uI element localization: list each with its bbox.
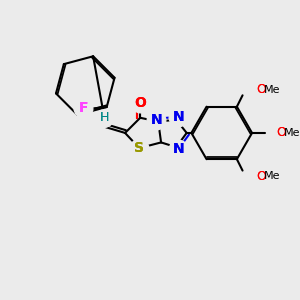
Text: S: S: [134, 141, 144, 155]
Text: O: O: [256, 83, 266, 96]
Text: N: N: [172, 142, 184, 156]
Text: O: O: [134, 96, 146, 110]
Text: N: N: [151, 113, 162, 127]
Point: [81, 106, 85, 110]
Point: [102, 116, 106, 120]
Text: F: F: [78, 101, 88, 115]
Text: O: O: [256, 170, 266, 183]
Point: [254, 87, 258, 92]
Point: [154, 117, 159, 122]
Point: [176, 147, 181, 152]
Point: [176, 114, 181, 119]
Text: S: S: [134, 141, 144, 155]
Text: Me: Me: [263, 85, 280, 94]
Text: O: O: [134, 96, 146, 110]
Text: F: F: [78, 101, 88, 115]
Text: Me: Me: [284, 128, 300, 138]
Text: O: O: [256, 170, 266, 183]
Text: N: N: [172, 142, 184, 156]
Point: [254, 174, 258, 179]
Text: O: O: [256, 83, 266, 96]
Point: [138, 100, 142, 105]
Text: N: N: [172, 110, 184, 124]
Point: [274, 130, 279, 135]
Text: H: H: [100, 111, 109, 124]
Text: N: N: [151, 113, 162, 127]
Text: O: O: [277, 126, 286, 140]
Text: N: N: [172, 110, 184, 124]
Text: O: O: [277, 126, 286, 140]
Text: H: H: [100, 111, 109, 124]
Text: Me: Me: [263, 171, 280, 181]
Point: [137, 146, 142, 151]
